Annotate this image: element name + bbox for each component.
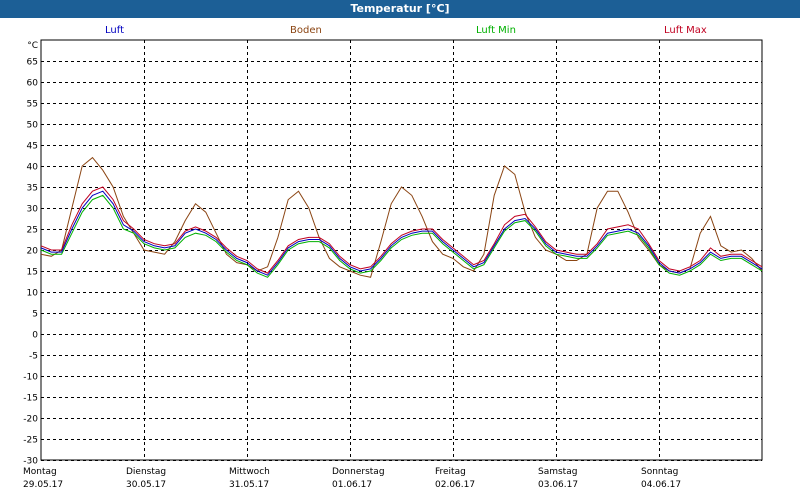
y-tick-label: 20 <box>27 247 39 257</box>
legend-boden: Boden <box>290 25 322 36</box>
y-tick-label: 10 <box>27 289 39 299</box>
y-tick-label: 0 <box>32 331 38 341</box>
series-luft-max <box>40 186 763 274</box>
day-date: 04.06.17 <box>641 480 682 490</box>
y-tick-label: 25 <box>27 226 38 236</box>
day-label: Mittwoch 31.05.17 <box>229 466 270 492</box>
day-label: Donnerstag 01.06.17 <box>332 466 385 492</box>
day-label: Sonntag 04.06.17 <box>641 466 681 492</box>
y-tick-label: -10 <box>23 373 38 383</box>
day-weekday: Donnerstag <box>332 467 385 477</box>
day-date: 03.06.17 <box>538 480 579 490</box>
day-date: 02.06.17 <box>435 480 476 490</box>
y-tick-label: -5 <box>29 352 38 362</box>
y-axis-unit: °C <box>27 41 38 51</box>
y-tick-label: 40 <box>27 163 39 173</box>
y-tick-label: 35 <box>27 184 38 194</box>
day-label: Montag 29.05.17 <box>23 466 63 492</box>
day-weekday: Dienstag <box>126 467 167 477</box>
y-tick-label: -20 <box>23 415 38 425</box>
legend-luft-min: Luft Min <box>476 25 516 36</box>
day-date: 31.05.17 <box>229 480 270 490</box>
day-date: 30.05.17 <box>126 480 167 490</box>
y-tick-label: -15 <box>23 394 38 404</box>
y-tick-label: 5 <box>32 310 38 320</box>
day-weekday: Freitag <box>435 467 466 477</box>
day-label: Freitag 02.06.17 <box>435 466 475 492</box>
y-tick-label: 50 <box>27 121 39 131</box>
day-weekday: Montag <box>23 467 57 477</box>
y-tick-label: 45 <box>27 142 38 152</box>
window-title: Temperatur [°C] <box>0 0 800 18</box>
legend-luft: Luft <box>105 25 124 36</box>
series-boden <box>40 156 763 278</box>
y-tick-label: 60 <box>27 79 39 89</box>
series-luft-min <box>40 194 763 278</box>
day-weekday: Sonntag <box>641 467 679 477</box>
day-label: Samstag 03.06.17 <box>538 466 578 492</box>
day-label: Dienstag 30.05.17 <box>126 466 166 492</box>
series-luft <box>40 190 763 276</box>
day-date: 29.05.17 <box>23 480 64 490</box>
y-tick-label: 55 <box>27 100 38 110</box>
y-tick-label: -25 <box>23 436 38 446</box>
day-date: 01.06.17 <box>332 480 373 490</box>
day-weekday: Mittwoch <box>229 467 270 477</box>
legend-luft-max: Luft Max <box>664 25 707 36</box>
y-tick-label: 15 <box>27 268 38 278</box>
y-tick-label: 30 <box>27 205 39 215</box>
y-tick-label: 65 <box>27 58 38 68</box>
y-tick-label: -30 <box>23 457 38 467</box>
day-weekday: Samstag <box>538 467 578 477</box>
